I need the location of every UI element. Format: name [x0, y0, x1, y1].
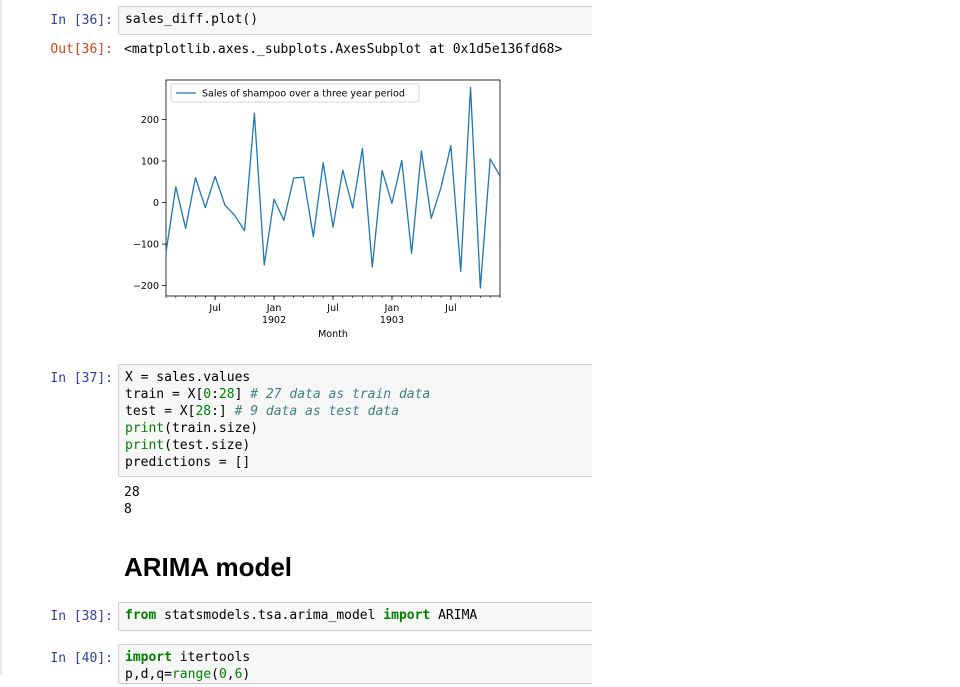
output-text: <matplotlib.axes._subplots.AxesSubplot a…	[124, 42, 563, 57]
code-input[interactable]: from statsmodels.tsa.arima_model import …	[118, 602, 592, 631]
legend-label: Sales of shampoo over a three year perio…	[202, 89, 405, 100]
y-tick-label: −100	[133, 240, 159, 251]
input-prompt: In [40]:	[50, 651, 113, 666]
plot-area	[165, 79, 501, 297]
x-axis-label: Month	[318, 329, 348, 340]
code-line: train = X[0:28] # 27 data as train data	[125, 387, 431, 402]
output-prompt: Out[36]:	[50, 42, 113, 57]
series-line	[165, 86, 501, 289]
y-axis: −200 −100 0 100 200	[133, 115, 166, 292]
code-input[interactable]: import itertools p,d,q=range(0,6)	[118, 644, 592, 684]
x-tick-label: Jul	[208, 303, 220, 314]
series-lines	[165, 86, 501, 289]
code-block: X = sales.values train = X[0:28] # 27 da…	[119, 365, 592, 475]
x-tick-label: Jul	[326, 303, 338, 314]
markdown-heading: ARIMA model	[124, 552, 293, 582]
notebook-left-border	[0, 0, 2, 675]
legend-box	[170, 83, 420, 103]
output-line: 8	[124, 502, 132, 517]
x-tick-sublabel: 1903	[380, 315, 404, 326]
code-line: sales_diff.plot()	[125, 12, 259, 27]
input-prompt: In [38]:	[50, 609, 113, 624]
x-tick-label: Jan	[266, 303, 282, 314]
y-tick-label: 0	[153, 198, 159, 209]
code-line: test = X[28:] # 9 data as test data	[125, 404, 399, 419]
output-line: 28	[124, 485, 140, 500]
code-input[interactable]: X = sales.values train = X[0:28] # 27 da…	[118, 364, 592, 477]
code-line: predictions = []	[125, 455, 251, 470]
input-prompt: In [37]:	[50, 371, 113, 386]
x-tick-label: Jul	[444, 303, 456, 314]
y-tick-label: 200	[141, 115, 159, 126]
code-input[interactable]: sales_diff.plot()	[118, 6, 592, 35]
legend: Sales of shampoo over a three year perio…	[170, 83, 420, 103]
code-block: import itertools p,d,q=range(0,6)	[119, 645, 592, 687]
code-line: X = sales.values	[125, 370, 251, 385]
code-line: print(test.size)	[125, 438, 251, 453]
code-line: from statsmodels.tsa.arima_model import …	[125, 608, 478, 623]
y-tick-label: 100	[141, 157, 159, 168]
input-prompt: In [36]:	[50, 13, 113, 28]
y-tick-label: −200	[133, 281, 159, 292]
x-tick-label: Jan	[384, 303, 400, 314]
x-tick-sublabel: 1902	[262, 315, 286, 326]
code-line: print(train.size)	[125, 421, 259, 436]
code-line: import itertools	[125, 650, 251, 665]
